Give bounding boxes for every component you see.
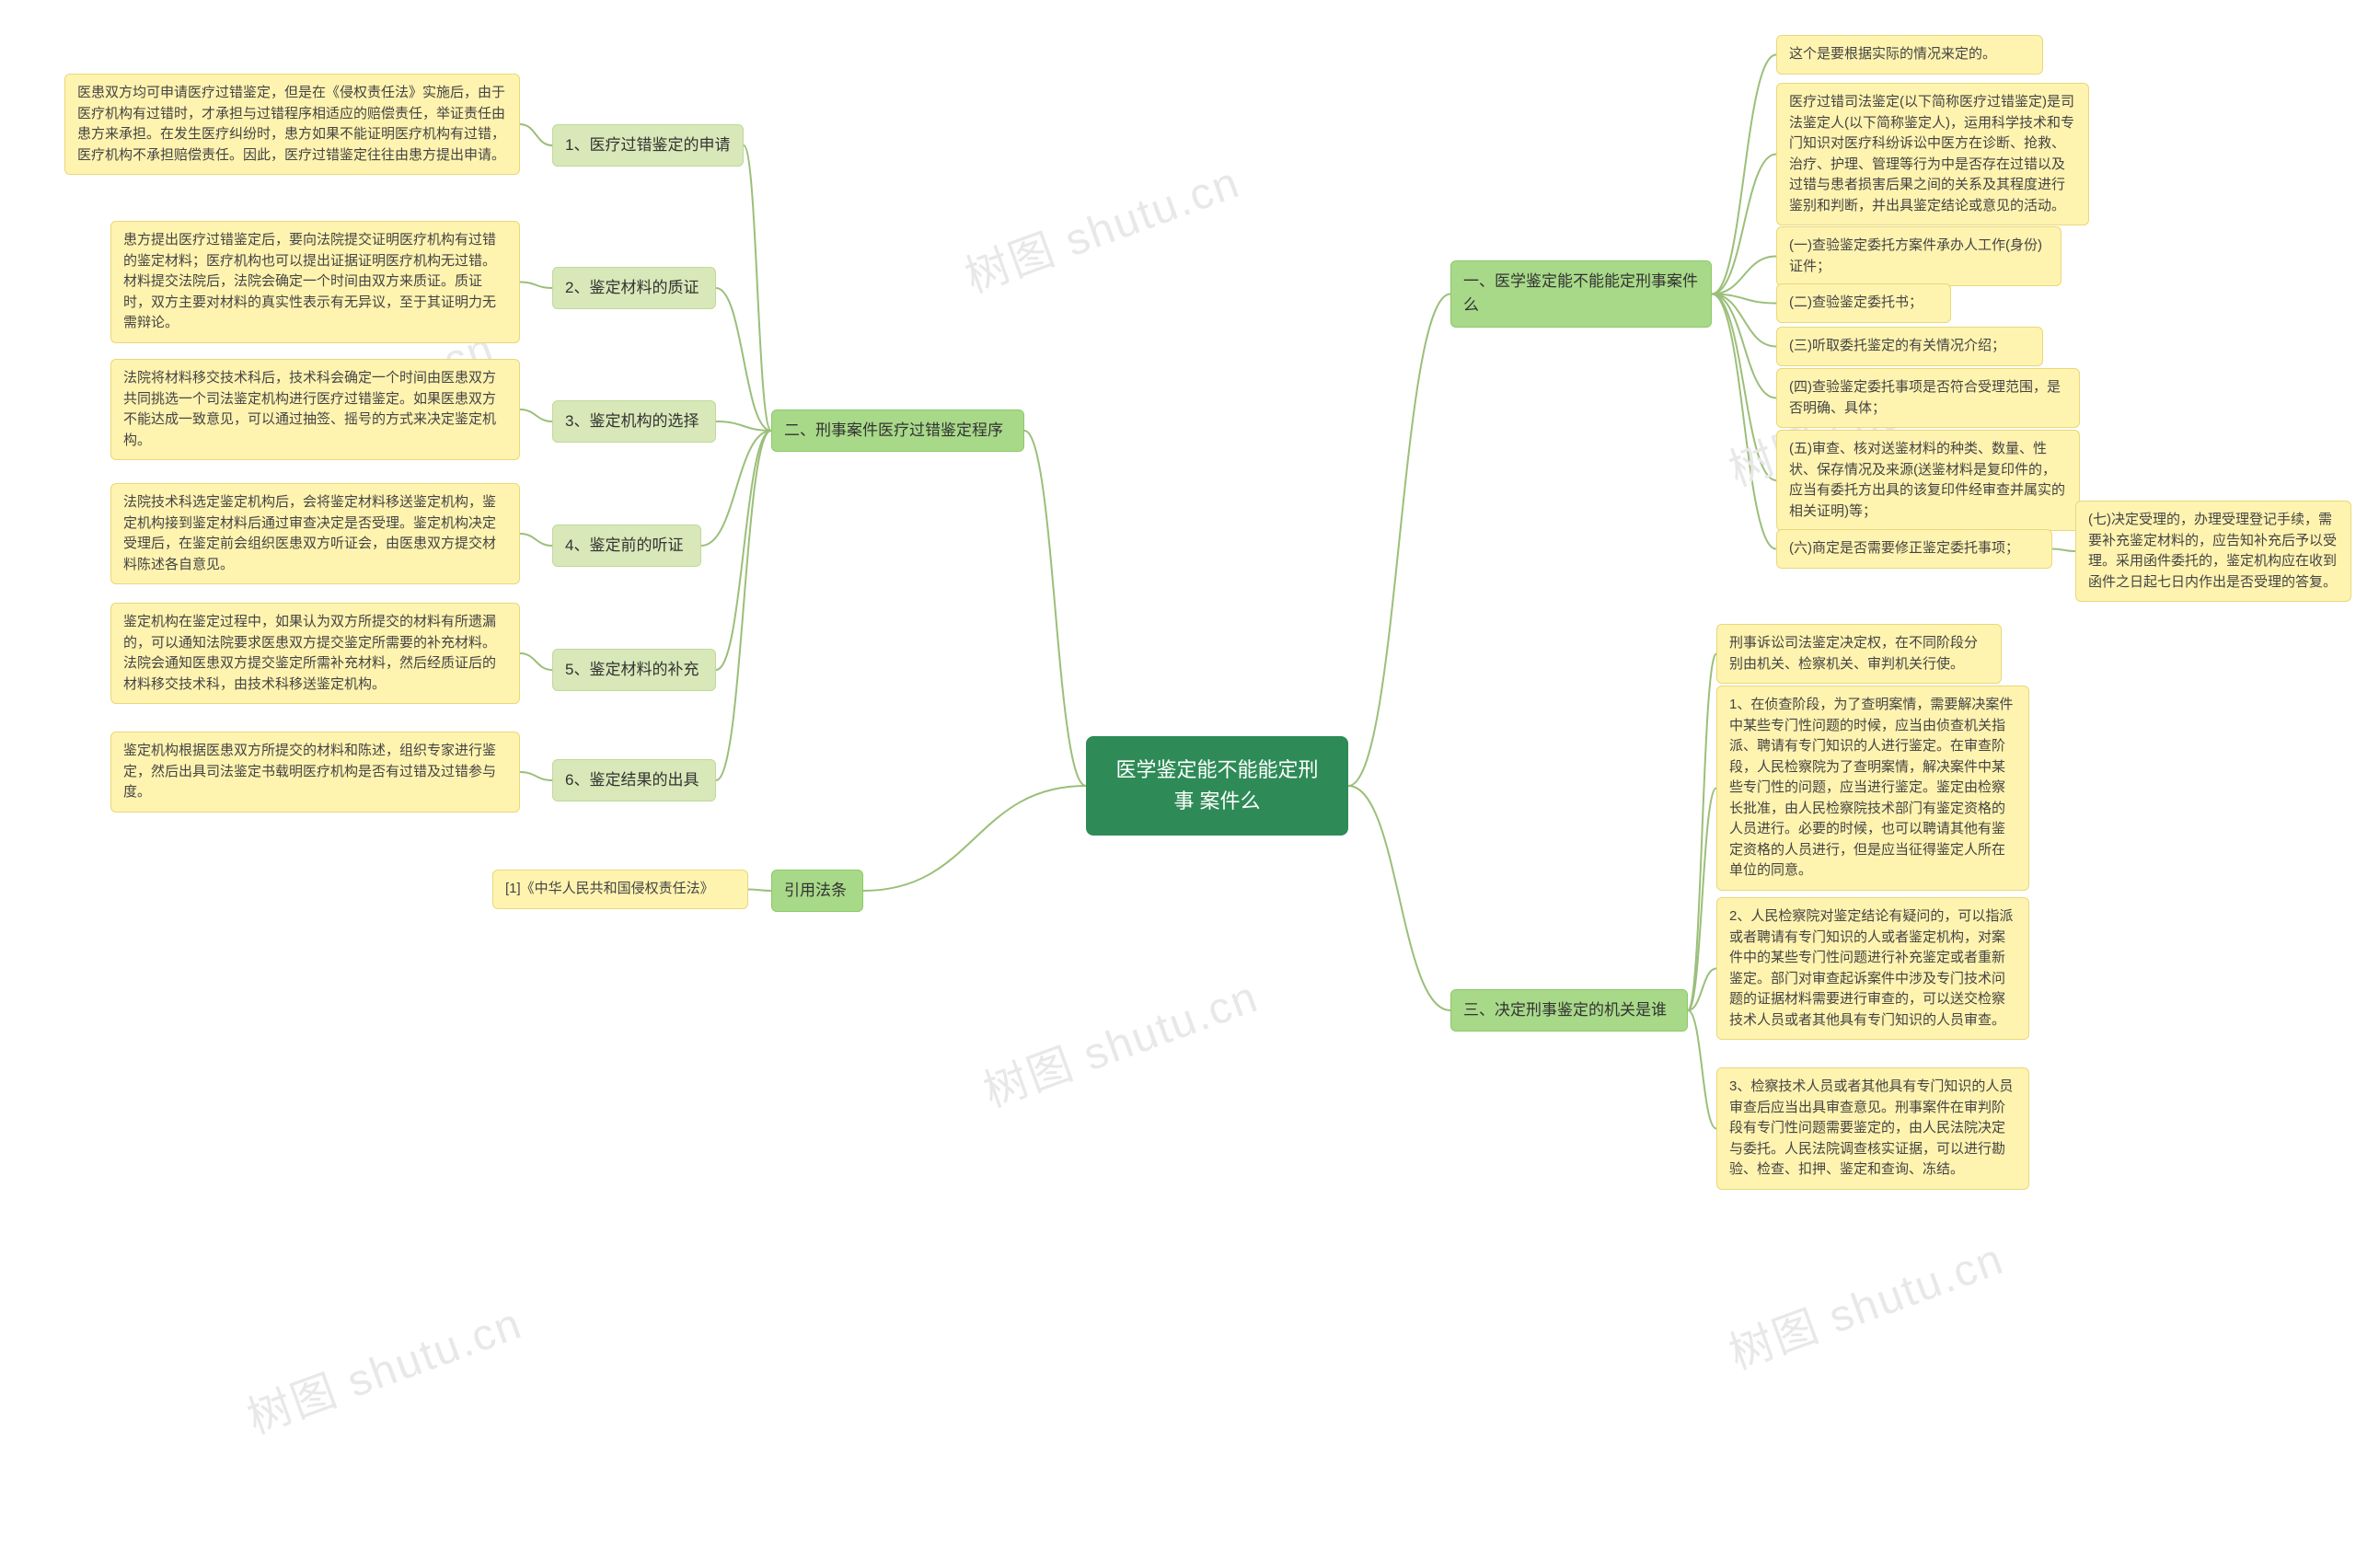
branch-left-1: 引用法条 xyxy=(771,870,863,912)
leaf-left-0-2: 法院将材料移交技术科后，技术科会确定一个时间由医患双方共同挑选一个司法鉴定机构进… xyxy=(110,359,520,460)
leaf-right-0-7: (六)商定是否需要修正鉴定委托事项； xyxy=(1776,529,2052,569)
leaf-right-1-1: 1、在侦查阶段，为了查明案情，需要解决案件中某些专门性问题的时候，应当由侦查机关… xyxy=(1716,686,2029,891)
leaf-left-0-0: 医患双方均可申请医疗过错鉴定，但是在《侵权责任法》实施后，由于医疗机构有过错时，… xyxy=(64,74,520,175)
branch-right-0: 一、医学鉴定能不能能定刑事案件 么 xyxy=(1450,260,1712,328)
branch-right-1: 三、决定刑事鉴定的机关是谁 xyxy=(1450,989,1688,1032)
subnode-left-0-2: 3、鉴定机构的选择 xyxy=(552,400,716,443)
leaf-right-0-4: (三)听取委托鉴定的有关情况介绍； xyxy=(1776,327,2043,366)
leaf-right-0-5: (四)查验鉴定委托事项是否符合受理范围，是否明确、具体； xyxy=(1776,368,2080,428)
subnode-left-0-0: 1、医疗过错鉴定的申请 xyxy=(552,124,744,167)
leaf-right-0-7-child: (七)决定受理的，办理受理登记手续，需要补充鉴定材料的，应告知补充后予以受理。采… xyxy=(2075,501,2351,602)
leaf-right-0-3: (二)查验鉴定委托书； xyxy=(1776,283,1951,323)
branch-left-0: 二、刑事案件医疗过错鉴定程序 xyxy=(771,409,1024,452)
leaf-left-0-3: 法院技术科选定鉴定机构后，会将鉴定材料移送鉴定机构，鉴定机构接到鉴定材料后通过审… xyxy=(110,483,520,584)
watermark: 树图 shutu.cn xyxy=(973,961,1265,1120)
leaf-left-0-4: 鉴定机构在鉴定过程中，如果认为双方所提交的材料有所遗漏的，可以通知法院要求医患双… xyxy=(110,603,520,704)
leaf-left-direct-1: [1]《中华人民共和国侵权责任法》 xyxy=(492,870,748,909)
subnode-left-0-1: 2、鉴定材料的质证 xyxy=(552,267,716,309)
leaf-right-0-6: (五)审查、核对送鉴材料的种类、数量、性状、保存情况及来源(送鉴材料是复印件的，… xyxy=(1776,430,2080,531)
root-node: 医学鉴定能不能能定刑事 案件么 xyxy=(1086,736,1348,836)
subnode-left-0-4: 5、鉴定材料的补充 xyxy=(552,649,716,691)
leaf-left-0-5: 鉴定机构根据医患双方所提交的材料和陈述，组织专家进行鉴定，然后出具司法鉴定书载明… xyxy=(110,732,520,813)
leaf-right-0-0: 这个是要根据实际的情况来定的。 xyxy=(1776,35,2043,75)
watermark: 树图 shutu.cn xyxy=(954,146,1247,306)
leaf-right-1-0: 刑事诉讼司法鉴定决定权，在不同阶段分别由机关、检察机关、审判机关行使。 xyxy=(1716,624,2002,684)
leaf-right-0-1: 医疗过错司法鉴定(以下简称医疗过错鉴定)是司法鉴定人(以下简称鉴定人)，运用科学… xyxy=(1776,83,2089,225)
subnode-left-0-5: 6、鉴定结果的出具 xyxy=(552,759,716,801)
leaf-right-0-2: (一)查验鉴定委托方案件承办人工作(身份)证件； xyxy=(1776,226,2062,286)
leaf-left-0-1: 患方提出医疗过错鉴定后，要向法院提交证明医疗机构有过错的鉴定材料；医疗机构也可以… xyxy=(110,221,520,343)
subnode-left-0-3: 4、鉴定前的听证 xyxy=(552,525,701,567)
leaf-right-1-3: 3、检察技术人员或者其他具有专门知识的人员审查后应当出具审查意见。刑事案件在审判… xyxy=(1716,1067,2029,1190)
watermark: 树图 shutu.cn xyxy=(237,1287,529,1447)
leaf-right-1-2: 2、人民检察院对鉴定结论有疑问的，可以指派或者聘请有专门知识的人或者鉴定机构，对… xyxy=(1716,897,2029,1040)
watermark: 树图 shutu.cn xyxy=(1718,1223,2011,1382)
